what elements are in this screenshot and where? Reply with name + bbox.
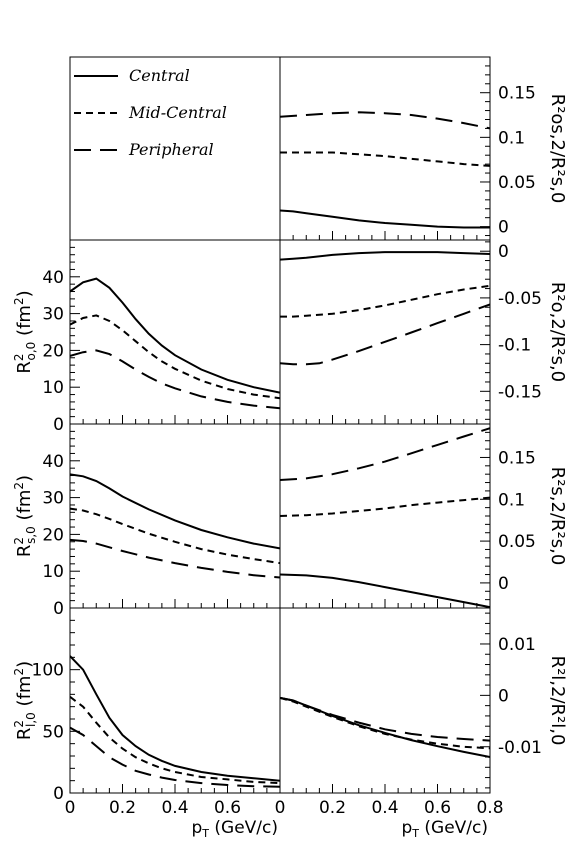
series-line-central xyxy=(70,655,280,782)
x-tick-label: 0.4 xyxy=(371,798,398,818)
series-line-peripheral xyxy=(70,538,280,579)
y-tick-label: 0 xyxy=(498,218,509,238)
y-tick-label: 40 xyxy=(42,268,64,288)
y-tick-label: 0.15 xyxy=(498,448,536,468)
y-tick-label: 0.15 xyxy=(498,84,536,104)
x-axis-label-right: pT (GeV/c) xyxy=(401,818,488,840)
panel-frames xyxy=(69,56,491,794)
x-axis-label-left: pT (GeV/c) xyxy=(191,818,278,840)
y-tick-label: 0 xyxy=(53,415,64,435)
x-tick-label: 0 xyxy=(275,798,286,818)
y-tick-label: 0 xyxy=(53,599,64,619)
y-axis-label-right: R²s,2/R²s,0 xyxy=(547,467,567,566)
y-tick-label: 50 xyxy=(42,722,64,742)
series-line-central xyxy=(70,473,280,550)
legend: Central Mid-Central Peripheral xyxy=(74,66,227,159)
legend-label: Mid-Central xyxy=(128,103,227,122)
y-tick-label: 20 xyxy=(42,525,64,545)
series-line-mid-central xyxy=(280,696,490,750)
series-line-central xyxy=(70,277,280,394)
y-tick-label: -0.15 xyxy=(498,382,542,402)
series-line-central xyxy=(280,573,490,608)
y-axis-label: R2o,0 (fm2) xyxy=(12,290,38,373)
series-line-mid-central xyxy=(70,696,280,785)
series-line-mid-central xyxy=(280,284,490,318)
y-axis-label: R2l,0 (fm2) xyxy=(12,661,38,740)
curves xyxy=(70,111,490,788)
y-axis-label-right: R²o,2/R²s,0 xyxy=(547,282,567,382)
y-axis-label-right: R²os,2/R²s,0 xyxy=(547,94,567,204)
ticks xyxy=(69,65,491,794)
x-tick-label: 0.6 xyxy=(424,798,451,818)
y-tick-label: 0.05 xyxy=(498,173,536,193)
series-line-mid-central xyxy=(70,507,280,565)
y-tick-label: 0.1 xyxy=(498,128,525,148)
series-line-mid-central xyxy=(280,151,490,167)
y-tick-label: 100 xyxy=(32,661,64,681)
x-tick-label: 0.8 xyxy=(476,798,503,818)
y-tick-label: 30 xyxy=(42,305,64,325)
series-line-peripheral xyxy=(280,427,490,481)
series-line-mid-central xyxy=(70,314,280,400)
y-tick-label: 20 xyxy=(42,341,64,361)
x-tick-label: 0 xyxy=(65,798,76,818)
y-tick-label: 0.05 xyxy=(498,532,536,552)
series-line-peripheral xyxy=(280,111,490,130)
y-tick-label: -0.05 xyxy=(498,289,542,309)
y-axis-label: R2s,0 (fm2) xyxy=(12,475,38,557)
y-axis-label-right: R²l,2/R²l,0 xyxy=(547,656,567,746)
x-tick-label: 0.2 xyxy=(319,798,346,818)
y-tick-label: 40 xyxy=(42,452,64,472)
y-tick-label: 0 xyxy=(498,574,509,594)
series-line-peripheral xyxy=(280,303,490,366)
series-line-central xyxy=(280,251,490,261)
y-tick-label: 10 xyxy=(42,562,64,582)
y-tick-label: 30 xyxy=(42,489,64,509)
y-tick-label: 10 xyxy=(42,378,64,398)
y-tick-label: 0 xyxy=(53,784,64,804)
y-tick-label: 0 xyxy=(498,242,509,262)
y-tick-label: -0.01 xyxy=(498,738,542,758)
x-tick-label: 0.4 xyxy=(161,798,188,818)
series-line-central xyxy=(280,209,490,229)
legend-label: Central xyxy=(129,66,190,85)
series-line-mid-central xyxy=(280,496,490,517)
x-tick-label: 0.2 xyxy=(109,798,136,818)
x-tick-label: 0.6 xyxy=(214,798,241,818)
y-tick-label: 0.01 xyxy=(498,635,536,655)
series-line-peripheral xyxy=(70,349,280,410)
y-tick-label: -0.1 xyxy=(498,336,531,356)
y-tick-label: 0 xyxy=(498,686,509,706)
legend-label: Peripheral xyxy=(128,140,214,159)
y-tick-label: 0.1 xyxy=(498,490,525,510)
